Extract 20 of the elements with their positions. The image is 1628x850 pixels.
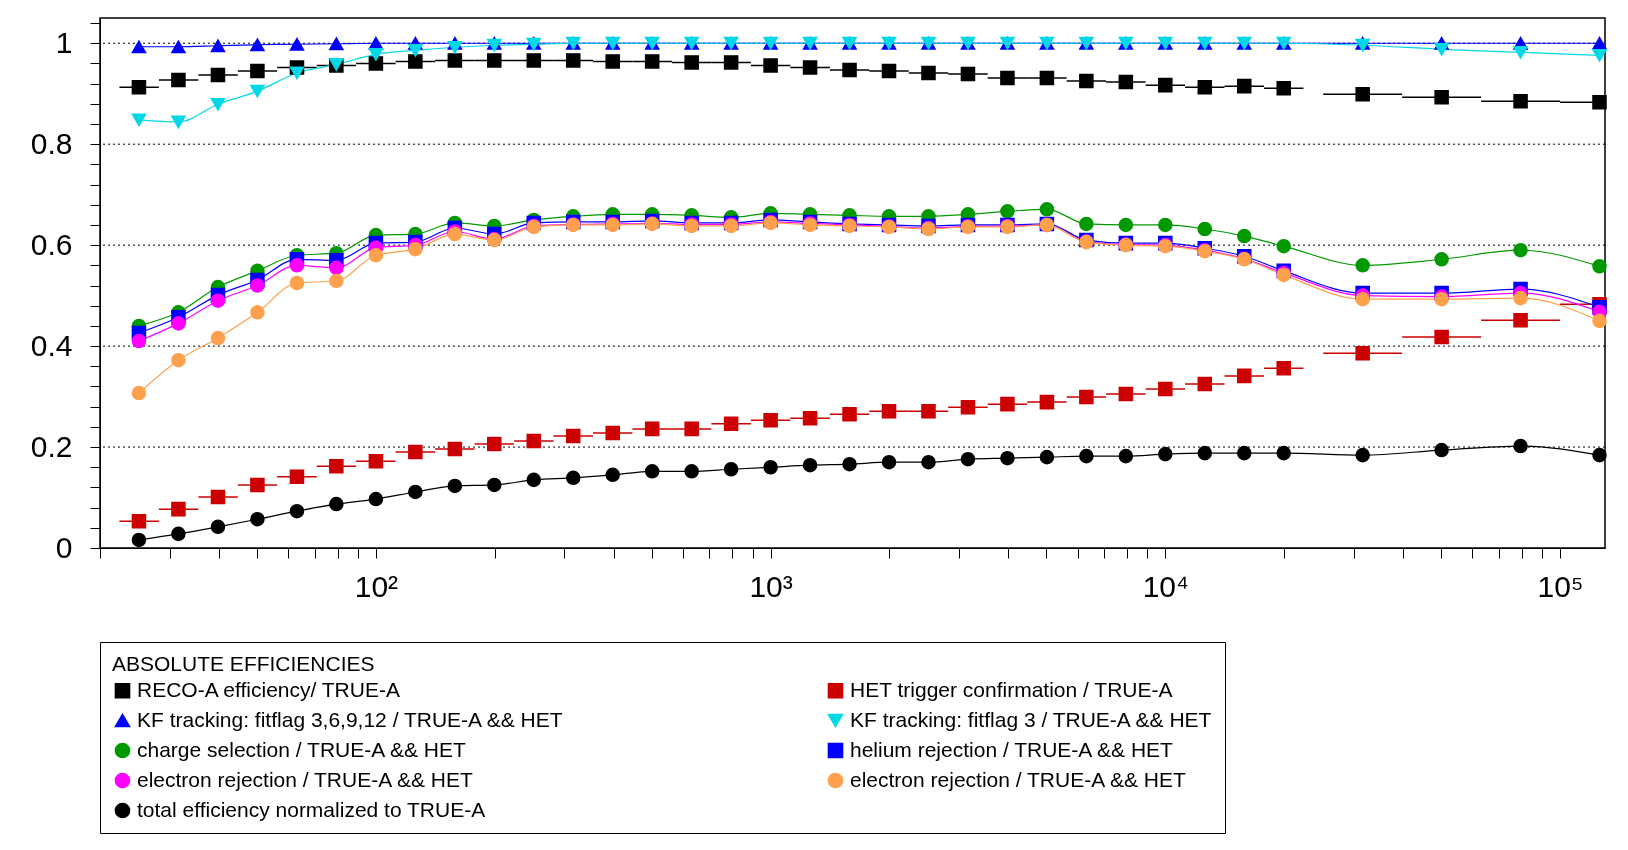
y-tick-label: 0.8: [30, 126, 73, 160]
legend-label: total efficiency normalized to TRUE-A: [137, 797, 486, 821]
legend-label: KF tracking: fitflag 3,6,9,12 / TRUE-A && HET: [137, 707, 563, 731]
x-tick-label: 10³: [749, 569, 793, 603]
legend-label: RECO-A efficiency/ TRUE-A: [137, 677, 400, 701]
legend-title: ABSOLUTE EFFICIENCIES: [112, 652, 375, 675]
x-tick-label: 10²: [354, 569, 399, 603]
x-tick-label: 10⁴: [1142, 569, 1189, 603]
y-tick-label: 0: [55, 530, 73, 564]
legend-label: charge selection / TRUE-A && HET: [137, 737, 466, 761]
legend-label: HET trigger confirmation / TRUE-A: [850, 677, 1173, 701]
y-tick-label: 1: [55, 25, 73, 59]
legend-label: KF tracking: fitflag 3 / TRUE-A && HET: [850, 707, 1212, 731]
legend-label: electron rejection / TRUE-A && HET: [137, 767, 473, 791]
x-tick-label: 10⁵: [1537, 569, 1584, 603]
legend-label: electron rejection / TRUE-A && HET: [850, 767, 1186, 791]
legend-label: helium rejection / TRUE-A && HET: [850, 737, 1174, 761]
y-tick-label: 0.4: [30, 328, 73, 362]
y-tick-label: 0.2: [30, 429, 73, 463]
y-tick-label: 0.6: [30, 227, 73, 261]
